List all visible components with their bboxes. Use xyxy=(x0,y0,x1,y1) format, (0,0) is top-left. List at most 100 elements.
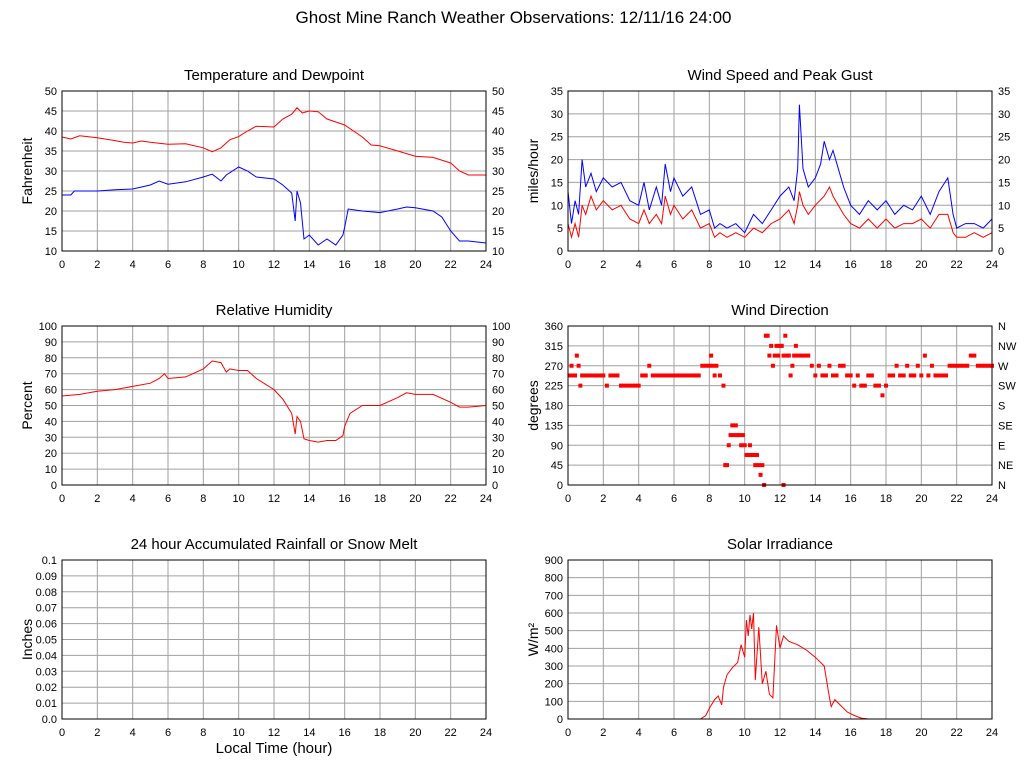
right-tick-label: 10 xyxy=(998,200,1010,212)
page-title: Ghost Mine Ranch Weather Observations: 1… xyxy=(295,8,732,27)
wind-direction-point xyxy=(703,363,708,368)
x-tick-label: 20 xyxy=(915,493,927,505)
wind-direction-point xyxy=(855,373,860,378)
wind-direction-point xyxy=(848,373,853,378)
x-tick-label: 8 xyxy=(200,259,206,271)
right-tick-label: 25 xyxy=(998,132,1010,144)
x-tick-label: 16 xyxy=(845,493,857,505)
wind-direction-point xyxy=(587,373,592,378)
wind-direction-point xyxy=(732,433,737,438)
right-tick-label: N xyxy=(998,480,1006,492)
y-tick-label: 5 xyxy=(557,223,563,235)
y-tick-label: 0.03 xyxy=(36,666,57,678)
wind-direction-point xyxy=(707,363,712,368)
y-tick-label: 0 xyxy=(557,714,563,726)
wind-direction-point xyxy=(622,383,627,388)
wind-direction-point xyxy=(578,383,583,388)
wind-direction-point xyxy=(944,373,949,378)
x-tick-label: 2 xyxy=(600,259,606,271)
right-tick-label: NE xyxy=(998,460,1013,472)
wind-direction-point xyxy=(640,373,645,378)
wind-direction-point xyxy=(795,353,800,358)
wind-direction-point xyxy=(898,373,903,378)
right-tick-label: W xyxy=(998,361,1009,373)
wind-direction-point xyxy=(852,383,857,388)
y-tick-label: 180 xyxy=(545,401,563,413)
chart-title: Relative Humidity xyxy=(216,302,333,319)
wind-direction-point xyxy=(626,383,631,388)
right-tick-label: SE xyxy=(998,420,1013,432)
right-tick-label: 10 xyxy=(492,246,504,258)
x-tick-label: 4 xyxy=(636,493,642,505)
x-tick-label: 8 xyxy=(706,727,712,739)
chart-rain: 24 hour Accumulated Rainfall or Snow Mel… xyxy=(19,536,492,757)
wind-direction-point xyxy=(756,463,761,468)
x-tick-label: 14 xyxy=(809,727,821,739)
x-tick-label: 22 xyxy=(951,493,963,505)
y-axis-label: miles/hour xyxy=(525,138,541,203)
series-line-temp-0 xyxy=(61,107,486,176)
y-tick-label: 700 xyxy=(545,590,563,602)
y-tick-label: 10 xyxy=(551,200,563,212)
y-tick-label: 90 xyxy=(551,440,563,452)
wind-direction-point xyxy=(567,373,572,378)
x-tick-label: 10 xyxy=(739,727,751,739)
wind-direction-point xyxy=(866,373,871,378)
y-tick-label: 50 xyxy=(45,86,57,98)
right-tick-label: SW xyxy=(998,381,1016,393)
wind-direction-point xyxy=(672,373,676,378)
wind-direction-point xyxy=(696,373,701,378)
y-tick-label: 135 xyxy=(545,420,563,432)
wind-direction-point xyxy=(806,353,811,358)
wind-direction-point xyxy=(779,343,784,348)
wind-direction-point xyxy=(820,373,825,378)
wind-direction-point xyxy=(709,353,714,358)
y-tick-label: 300 xyxy=(545,661,563,673)
wind-direction-point xyxy=(746,452,751,457)
wind-direction-point xyxy=(601,373,606,378)
wind-direction-point xyxy=(816,363,821,368)
wind-direction-point xyxy=(636,383,641,388)
wind-direction-point xyxy=(647,363,652,368)
wind-direction-point xyxy=(915,363,920,368)
wind-direction-point xyxy=(862,383,867,388)
wind-direction-point xyxy=(576,363,581,368)
right-tick-label: 35 xyxy=(998,86,1010,98)
wind-direction-point xyxy=(717,373,722,378)
y-axis-label: Inches xyxy=(19,619,35,660)
right-tick-label: 40 xyxy=(492,126,504,138)
wind-direction-point xyxy=(611,373,616,378)
wind-direction-point xyxy=(922,353,927,358)
wind-direction-point xyxy=(809,363,814,368)
right-tick-label: 30 xyxy=(492,432,504,444)
x-tick-label: 4 xyxy=(130,493,136,505)
wind-direction-point xyxy=(765,333,770,338)
wind-direction-point xyxy=(668,373,673,378)
right-tick-label: 25 xyxy=(492,186,504,198)
wind-direction-point xyxy=(629,383,634,388)
y-tick-label: 0 xyxy=(51,480,57,492)
x-tick-label: 0 xyxy=(59,259,65,271)
wind-direction-point xyxy=(926,373,931,378)
x-tick-label: 2 xyxy=(600,493,606,505)
y-tick-label: 0.08 xyxy=(36,587,57,599)
wind-direction-point xyxy=(689,373,694,378)
y-tick-label: 200 xyxy=(545,679,563,691)
x-tick-label: 4 xyxy=(130,727,136,739)
x-tick-label: 24 xyxy=(986,493,998,505)
wind-direction-point xyxy=(799,353,804,358)
x-tick-label: 22 xyxy=(951,727,963,739)
wind-direction-point xyxy=(972,353,977,358)
wind-direction-point xyxy=(643,373,648,378)
right-tick-label: 90 xyxy=(492,337,504,349)
right-tick-label: 20 xyxy=(492,206,504,218)
wind-direction-point xyxy=(951,363,956,368)
y-tick-label: 10 xyxy=(45,464,57,476)
x-tick-label: 22 xyxy=(951,259,963,271)
right-tick-label: 15 xyxy=(998,177,1010,189)
